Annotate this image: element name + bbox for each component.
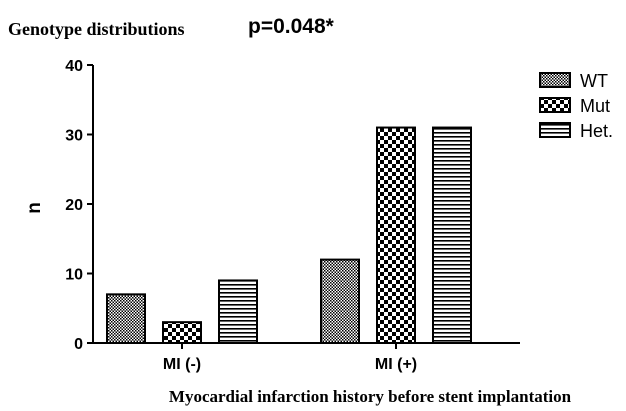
chart-subtitle: p=0.048* bbox=[248, 15, 335, 38]
bar-wt-2 bbox=[320, 258, 360, 345]
bar-mut-1 bbox=[162, 321, 202, 344]
y-tick-label: 40 bbox=[65, 58, 83, 75]
x-axis-label: Myocardial infarction history before ste… bbox=[169, 387, 572, 406]
x-axis: MI (-) MI (+) bbox=[93, 342, 520, 373]
x-tick-label: MI (+) bbox=[375, 356, 417, 373]
bars bbox=[106, 126, 472, 345]
chart-title: Genotype distributions bbox=[8, 19, 185, 39]
y-tick-label: 30 bbox=[65, 128, 83, 145]
legend: WT Mut Het. bbox=[539, 71, 613, 141]
bar-het-1 bbox=[218, 279, 258, 345]
legend-label: Het. bbox=[580, 121, 613, 141]
bar-mut-2 bbox=[376, 126, 416, 344]
legend-label: WT bbox=[580, 71, 608, 91]
x-tick-label: MI (-) bbox=[163, 356, 201, 373]
y-tick-label: 20 bbox=[65, 197, 83, 214]
legend-swatch bbox=[539, 97, 571, 113]
y-tick-label: 0 bbox=[74, 336, 83, 353]
bar-het-2 bbox=[432, 126, 472, 344]
y-tick-label: 10 bbox=[65, 267, 83, 284]
y-axis: 0 10 20 30 40 bbox=[65, 58, 94, 353]
y-axis-label: n bbox=[24, 202, 45, 214]
bar-wt-1 bbox=[106, 293, 146, 345]
legend-swatch bbox=[539, 122, 571, 138]
legend-label: Mut bbox=[580, 96, 610, 116]
legend-swatch bbox=[539, 72, 571, 88]
